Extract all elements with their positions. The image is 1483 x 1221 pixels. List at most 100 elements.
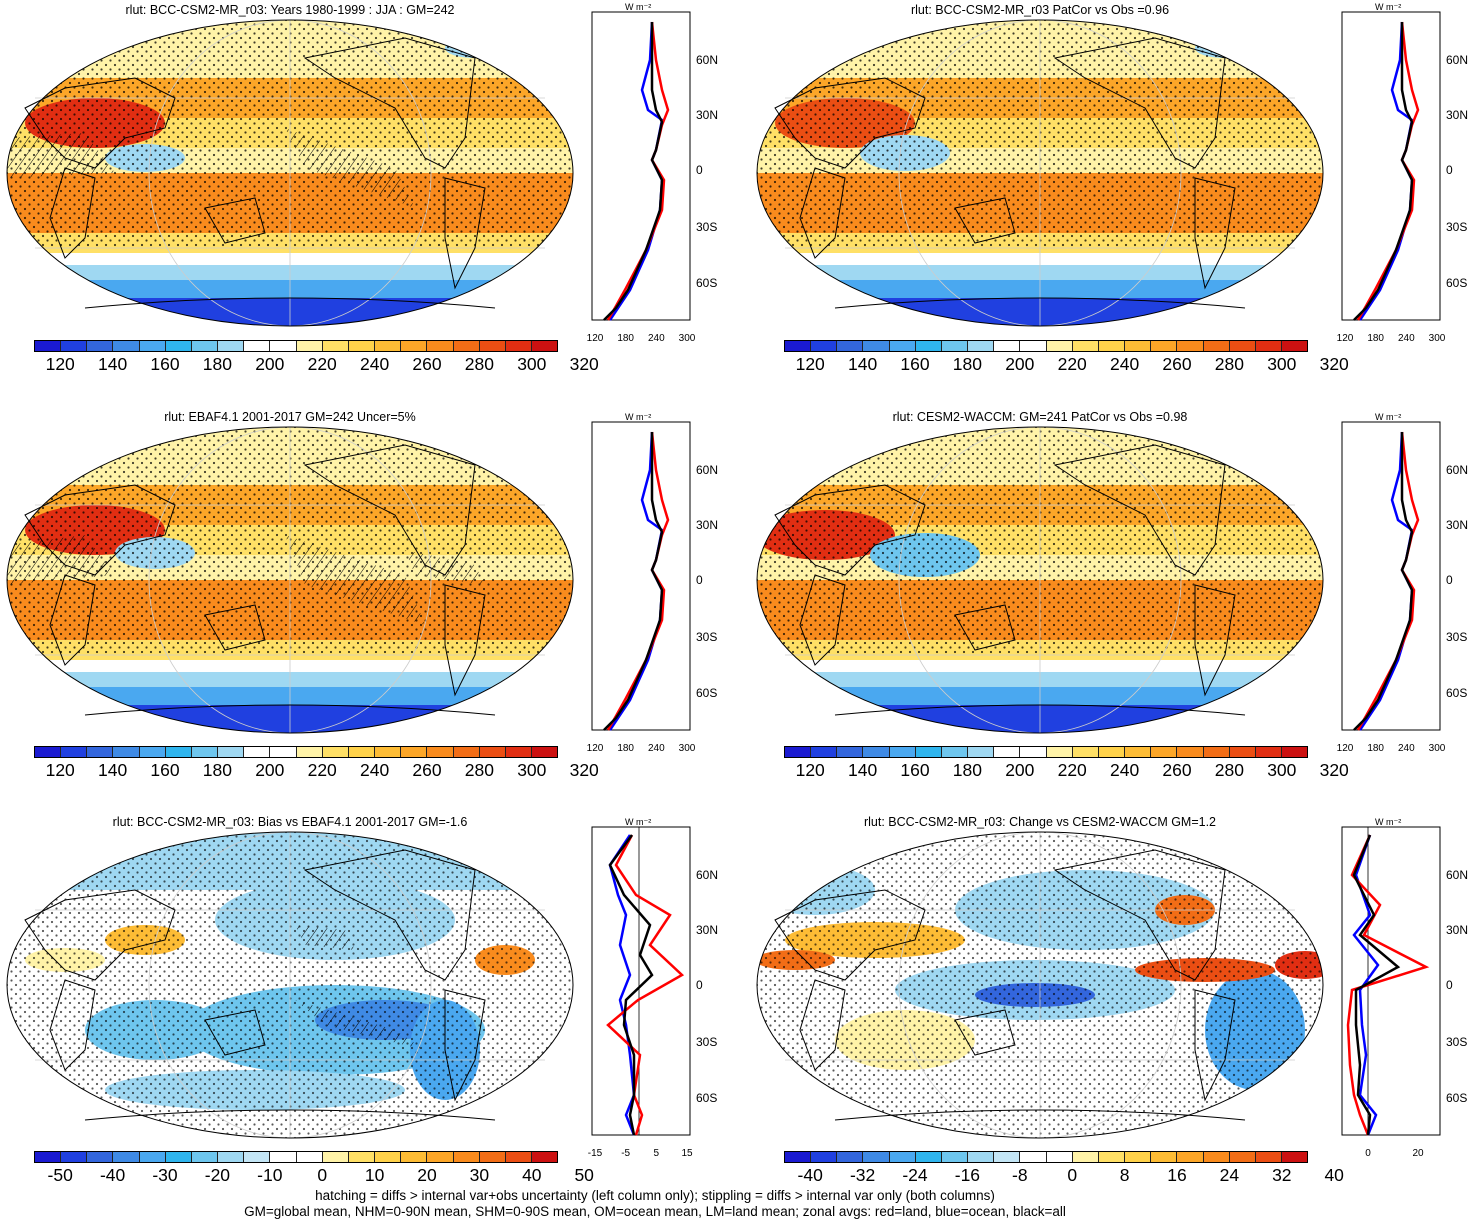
colorbar-swatch: [1046, 747, 1073, 757]
latitude-label: 60N: [1446, 463, 1469, 477]
colorbar-tick-label: 160: [150, 760, 180, 780]
latitude-label: 30N: [696, 923, 719, 937]
colorbar-tick-label: 140: [847, 354, 878, 374]
colorbar-swatch: [531, 747, 558, 757]
colorbar-tick-label: -40: [797, 1165, 823, 1185]
colorbar-swatch: [1177, 1152, 1204, 1162]
colorbar-tick-label: 300: [1267, 760, 1297, 780]
colorbar-tick-label: -32: [849, 1165, 876, 1185]
colorbar-swatch: [35, 747, 62, 757]
zonal-units: W m⁻²: [1375, 817, 1401, 827]
colorbar-swatch: [139, 1152, 166, 1162]
colorbar-swatch: [453, 1152, 480, 1162]
colorbar-tick-label: 280: [464, 760, 494, 780]
zonal-tick-label: 240: [647, 333, 665, 344]
colorbar-tick-label: 260: [412, 760, 442, 780]
colorbar-swatch: [1255, 747, 1282, 757]
figure-footer: hatching = diffs > internal var+obs unce…: [0, 1188, 1310, 1220]
map-abs: [756, 19, 1324, 327]
zonal-tick-label: -15: [587, 1148, 603, 1159]
colorbar-tick-label: 200: [1005, 354, 1035, 374]
latitude-label: 60N: [1446, 53, 1469, 67]
zonal-tick-label: 300: [1428, 333, 1446, 344]
colorbar-tick-label: -30: [152, 1165, 178, 1185]
zonal-tick-label: 120: [586, 743, 604, 754]
colorbar-swatch: [322, 747, 349, 757]
colorbar-swatch: [218, 1152, 245, 1162]
colorbar-swatch: [531, 1152, 558, 1162]
colorbar-swatch: [1229, 341, 1256, 351]
colorbar-swatch: [348, 1152, 376, 1162]
colorbar-tick-label: 280: [464, 354, 494, 374]
zonal-tick-label: 0: [1365, 1148, 1371, 1159]
latitude-label: 30S: [1446, 220, 1468, 234]
colorbar-swatch: [1255, 341, 1282, 351]
map-abs: [756, 426, 1324, 734]
colorbar-swatch: [61, 341, 88, 351]
colorbar-swatch: [915, 747, 942, 757]
latitude-label: 60N: [696, 868, 719, 882]
colorbar-swatch: [889, 747, 916, 757]
panel-title: rlut: BCC-CSM2-MR_r03: Change vs CESM2-W…: [863, 815, 1217, 829]
latitude-label: 60S: [696, 1091, 718, 1105]
colorbar-tick-label: 260: [1162, 760, 1192, 780]
colorbar-tick-label: 24: [1219, 1165, 1240, 1185]
colorbar-swatch: [322, 341, 349, 351]
latitude-label: 60S: [1446, 276, 1468, 290]
colorbar-swatch: [915, 341, 942, 351]
colorbar-tick-label: 260: [412, 354, 442, 374]
colorbar-tick-label: 120: [45, 354, 75, 374]
panel-title: rlut: CESM2-WACCM: GM=241 PatCor vs Obs …: [892, 410, 1188, 424]
colorbar-tick-label: 0: [1067, 1165, 1078, 1185]
colorbar-tick-label: 180: [202, 760, 232, 780]
colorbar-swatch: [837, 747, 864, 757]
latitude-label: 60S: [696, 686, 718, 700]
colorbar-tick-label: 220: [307, 354, 337, 374]
colorbar-swatch: [941, 1152, 969, 1162]
zonal-tick-label: 180: [1367, 743, 1384, 754]
colorbar-tick-label: 300: [517, 760, 547, 780]
colorbar-swatch: [35, 341, 62, 351]
colorbar-tick-label: 180: [952, 354, 982, 374]
colorbar-swatch: [348, 341, 376, 351]
colorbar-swatch: [401, 341, 428, 351]
colorbar-tick-label: 200: [255, 760, 285, 780]
colorbar-swatch: [427, 747, 454, 757]
colorbar-swatch: [1125, 747, 1152, 757]
colorbar-swatch: [218, 341, 245, 351]
colorbar-tick-label: 320: [569, 760, 599, 780]
colorbar-tick-label: 280: [1214, 760, 1244, 780]
colorbar-tick-label: 50: [574, 1165, 594, 1185]
colorbar-swatch: [1177, 747, 1204, 757]
latitude-label: 30S: [696, 1035, 718, 1049]
latitude-label: 60N: [1446, 868, 1469, 882]
colorbar-swatch: [531, 341, 558, 351]
colorbar-swatch: [968, 1152, 995, 1162]
colorbar-swatch: [1203, 747, 1230, 757]
latitude-label: 60S: [696, 276, 718, 290]
map-diff: [756, 831, 1324, 1139]
colorbar-swatch: [165, 341, 192, 351]
zonal-units: W m⁻²: [625, 2, 651, 12]
colorbar-swatch: [1281, 747, 1308, 757]
footer-line-2: GM=global mean, NHM=0-90N mean, SHM=0-90…: [244, 1204, 1066, 1219]
colorbar-swatch: [87, 341, 114, 351]
colorbar-tick-label: 220: [1057, 760, 1087, 780]
colorbar-swatch: [35, 1152, 62, 1162]
colorbar-swatch: [1125, 1152, 1152, 1162]
colorbar-swatch: [479, 341, 506, 351]
colorbar-swatch: [296, 341, 323, 351]
zonal-tick-label: 300: [678, 743, 696, 754]
colorbar-swatch: [453, 747, 480, 757]
colorbar-swatch: [348, 747, 376, 757]
colorbar-swatch: [785, 341, 812, 351]
latitude-label: 60S: [1446, 1091, 1468, 1105]
colorbar-swatch: [1203, 341, 1230, 351]
colorbar-swatch: [1098, 341, 1126, 351]
zonal-units: W m⁻²: [625, 817, 651, 827]
colorbar-swatch: [1229, 747, 1256, 757]
colorbar-swatch: [113, 1152, 140, 1162]
colorbar-swatch: [994, 341, 1021, 351]
colorbar: [784, 1151, 1308, 1163]
colorbar-swatch: [375, 747, 402, 757]
